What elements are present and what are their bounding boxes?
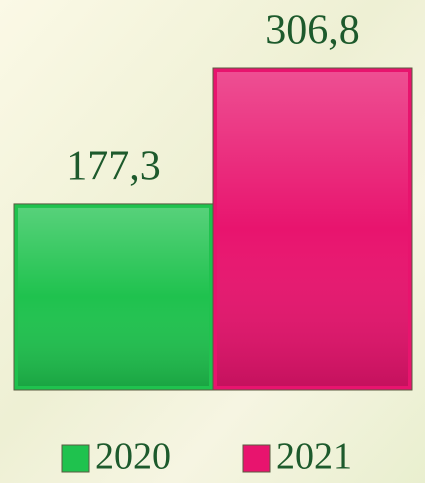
value-label: 306,8 <box>265 8 360 54</box>
legend-label: 2021 <box>276 436 352 478</box>
legend-swatch <box>242 444 271 473</box>
legend-swatch <box>61 444 90 473</box>
legend-label: 2020 <box>95 436 171 478</box>
value-label: 177,3 <box>66 144 161 190</box>
bar-shine <box>18 207 209 386</box>
bar-shine <box>217 72 408 386</box>
